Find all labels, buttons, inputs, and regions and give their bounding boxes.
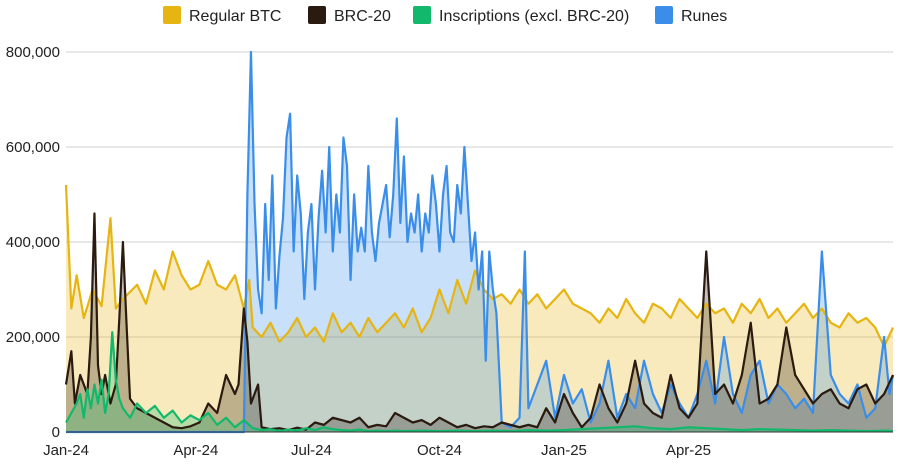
x-tick-label: Apr-25 (666, 442, 711, 459)
x-tick-label: Jan-25 (541, 442, 587, 459)
legend-swatch-inscriptions (413, 6, 431, 24)
x-tick-label: Oct-24 (417, 442, 462, 459)
line-regular_btc (64, 184, 894, 348)
legend-label-regular_btc: Regular BTC (189, 8, 281, 25)
legend-swatch-brc20 (308, 6, 326, 24)
grid (66, 51, 893, 338)
x-tick-label: Apr-24 (173, 442, 218, 459)
legend-swatch-runes (655, 6, 673, 24)
area-inscriptions (66, 332, 893, 432)
x-tick-label: Jan-24 (43, 442, 89, 459)
legend-label-runes: Runes (681, 8, 727, 25)
area-regular_btc (66, 185, 893, 432)
y-tick-label: 600,000 (6, 139, 60, 156)
y-tick-label: 800,000 (6, 44, 60, 61)
y-tick-label: 400,000 (6, 234, 60, 251)
legend: Regular BTC BRC-20 Inscriptions (excl. BRC… (163, 6, 727, 25)
line-brc20 (64, 212, 894, 432)
x-tick-label: Jul-24 (291, 442, 332, 459)
legend-label-inscriptions: Inscriptions (excl. BRC-20) (439, 8, 629, 25)
series-lines (64, 50, 895, 434)
legend-label-brc20: BRC-20 (334, 8, 391, 25)
legend-swatch-regular_btc (163, 6, 181, 24)
area-runes (66, 52, 893, 432)
line-runes (66, 50, 895, 434)
line-inscriptions (65, 331, 894, 433)
axes: 0 200,000 400,000 600,000 800,000 Jan-24 Apr-2… (6, 44, 893, 459)
y-tick-label: 0 (52, 424, 60, 441)
y-tick-label: 200,000 (6, 329, 60, 346)
